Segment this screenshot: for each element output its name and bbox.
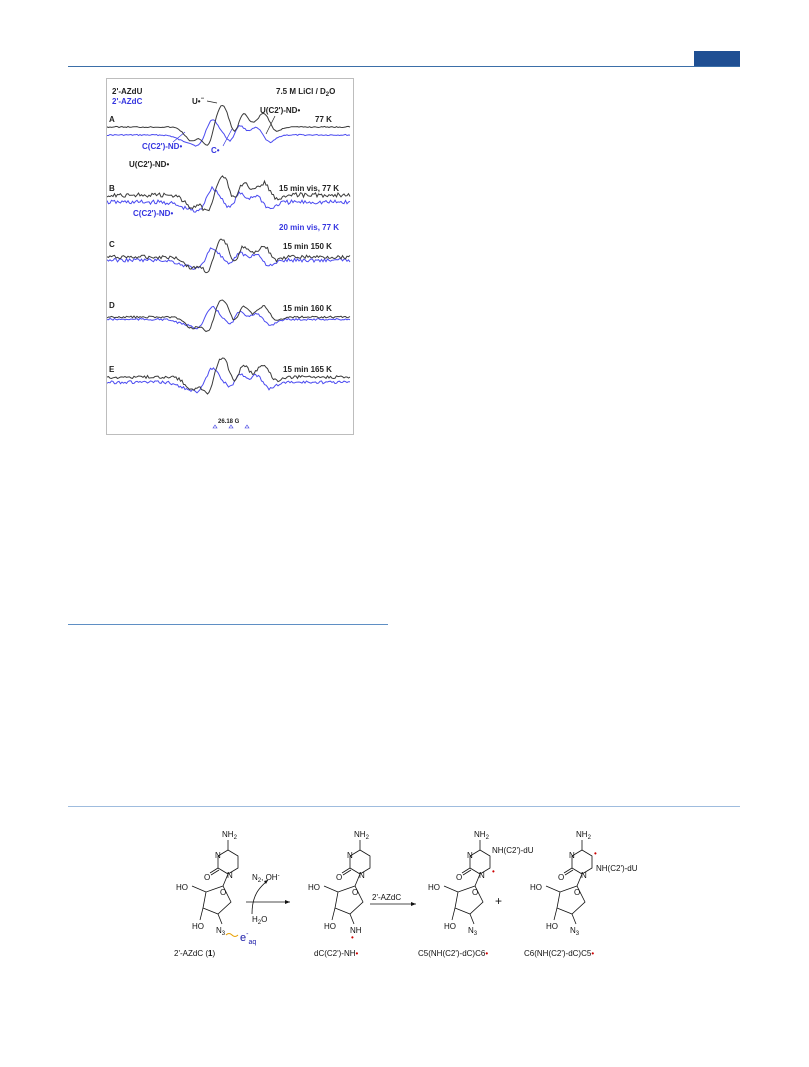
trace-azdc (107, 247, 351, 270)
trace-azdc (107, 119, 351, 147)
svg-text:O: O (558, 873, 564, 882)
solvent-label: 7.5 M LiCl / D2O (276, 87, 335, 98)
svg-text:HO: HO (546, 922, 558, 931)
annotation-c-c2-nd-b: C(C2')-ND• (133, 209, 173, 218)
condition-b: 15 min vis, 77 K (279, 184, 339, 193)
substituent-nh-c2-du: NH(C2')-dU (492, 846, 534, 855)
atom-o-ring: O (220, 888, 226, 897)
label-electron-aq: e-aq (240, 931, 256, 946)
curved-arrow (251, 879, 269, 915)
radical-dot-nh: • (351, 933, 354, 942)
trace-azdu (107, 357, 351, 395)
svg-text:O: O (456, 873, 462, 882)
plus-sign: + (495, 894, 502, 908)
svg-text:N3: N3 (468, 926, 478, 937)
electron-wavy (225, 933, 239, 937)
trace-azdu (107, 238, 351, 274)
atom-o: O (204, 873, 210, 882)
atom-n3: N3 (216, 926, 226, 937)
trace-azdc (107, 185, 351, 213)
molecule-product-c6: NH2 N O N • NH(C2')-dU HO O HO N3 (530, 830, 638, 937)
atom-n1: N (227, 871, 233, 880)
header-rule (68, 66, 740, 67)
label-product-2: C6(NH(C2')-dC)C5• (524, 949, 594, 958)
legend-azdc: 2'-AZdC (112, 97, 143, 106)
svg-text:N: N (479, 871, 485, 880)
section-rule (68, 624, 388, 625)
annotation-u-c2-nd-a: U(C2')-ND• (260, 106, 300, 115)
molecule-azdc: NH2 N O N HO O HO N3 (176, 830, 239, 937)
svg-text:N: N (347, 851, 353, 860)
svg-text:N3: N3 (570, 926, 580, 937)
legend-azdu: 2'-AZdU (112, 87, 143, 96)
epr-spectra: 2'-AZdU 2'-AZdC 7.5 M LiCl / D2O A B C D… (107, 87, 351, 429)
arrow-u-anion (206, 100, 218, 104)
condition-c: 15 min 150 K (283, 242, 332, 251)
svg-text:N: N (359, 871, 365, 880)
label-compound-1: 2'-AZdC (1) (174, 949, 215, 958)
svg-text:O: O (472, 888, 478, 897)
svg-text:O: O (336, 873, 342, 882)
trace-azdu (107, 299, 351, 333)
annotation-c-c2-nd-a: C(C2')-ND• (142, 142, 182, 151)
svg-text:O: O (574, 888, 580, 897)
label-product-1: C5(NH(C2')-dC)C6• (418, 949, 488, 958)
svg-text:HO: HO (324, 922, 336, 931)
reagent-n2-oh: N2, OH- (252, 873, 280, 884)
annotation-u-c2-nd-b: U(C2')-ND• (129, 160, 169, 169)
atom-n: N (215, 851, 221, 860)
condition-e: 15 min 165 K (283, 365, 332, 374)
svg-text:NH2: NH2 (576, 830, 592, 841)
molecule-product-c5: NH2 N O N NH(C2')-dU • HO O HO N3 (428, 830, 534, 937)
svg-text:N: N (581, 871, 587, 880)
condition-d: 15 min 160 K (283, 304, 332, 313)
trace-azdc (107, 305, 351, 330)
label-intermediate: dC(C2')-NH• (314, 949, 359, 958)
svg-text:HO: HO (444, 922, 456, 931)
epr-figure: 2'-AZdU 2'-AZdC 7.5 M LiCl / D2O A B C D… (106, 78, 354, 435)
svg-text:N: N (467, 851, 473, 860)
svg-text:NH: NH (350, 926, 362, 935)
trace-azdc (107, 367, 351, 394)
panel-letter-a: A (109, 115, 115, 124)
panel-letter-b: B (109, 184, 115, 193)
annotation-u-anion: U•− (192, 96, 205, 106)
panel-letter-e: E (109, 365, 115, 374)
arrow-u-c2-nd-a (265, 115, 276, 135)
svg-text:N: N (569, 851, 575, 860)
scale-bar-markers (212, 424, 250, 429)
substituent-nh-c2-du-2: NH(C2')-dU (596, 864, 638, 873)
spectra-traces (107, 104, 351, 395)
atom-ho-3: HO (192, 922, 204, 931)
reagent-step2: 2'-AZdC (372, 893, 401, 902)
svg-text:HO: HO (428, 883, 440, 892)
arrow-c-radical (222, 128, 233, 147)
reagent-h2o: H2O (252, 915, 267, 926)
annotation-c-radical: C• (211, 146, 220, 155)
molecule-dc-nh-radical: NH2 N O N HO O HO NH • (308, 830, 371, 942)
trace-azdu (107, 104, 351, 146)
header-tab (694, 51, 740, 66)
panel-letter-d: D (109, 301, 115, 310)
scale-bar-label: 26.18 G (218, 419, 240, 425)
condition-b2: 20 min vis, 77 K (279, 223, 339, 232)
radical-dot-c5: • (594, 849, 597, 858)
condition-a: 77 K (315, 115, 332, 124)
scheme-rule (68, 806, 740, 807)
atom-ho-5: HO (176, 883, 188, 892)
atom-nh2: NH2 (222, 830, 238, 841)
radical-dot-c6: • (492, 867, 495, 876)
svg-text:HO: HO (530, 883, 542, 892)
svg-text:NH2: NH2 (474, 830, 490, 841)
svg-text:NH2: NH2 (354, 830, 370, 841)
svg-text:O: O (352, 888, 358, 897)
reaction-scheme: NH2 N O N HO O HO N3 2'-AZdC (1) e-aq N2… (150, 820, 670, 970)
panel-letter-c: C (109, 240, 115, 249)
trace-azdu (107, 175, 351, 212)
svg-text:HO: HO (308, 883, 320, 892)
